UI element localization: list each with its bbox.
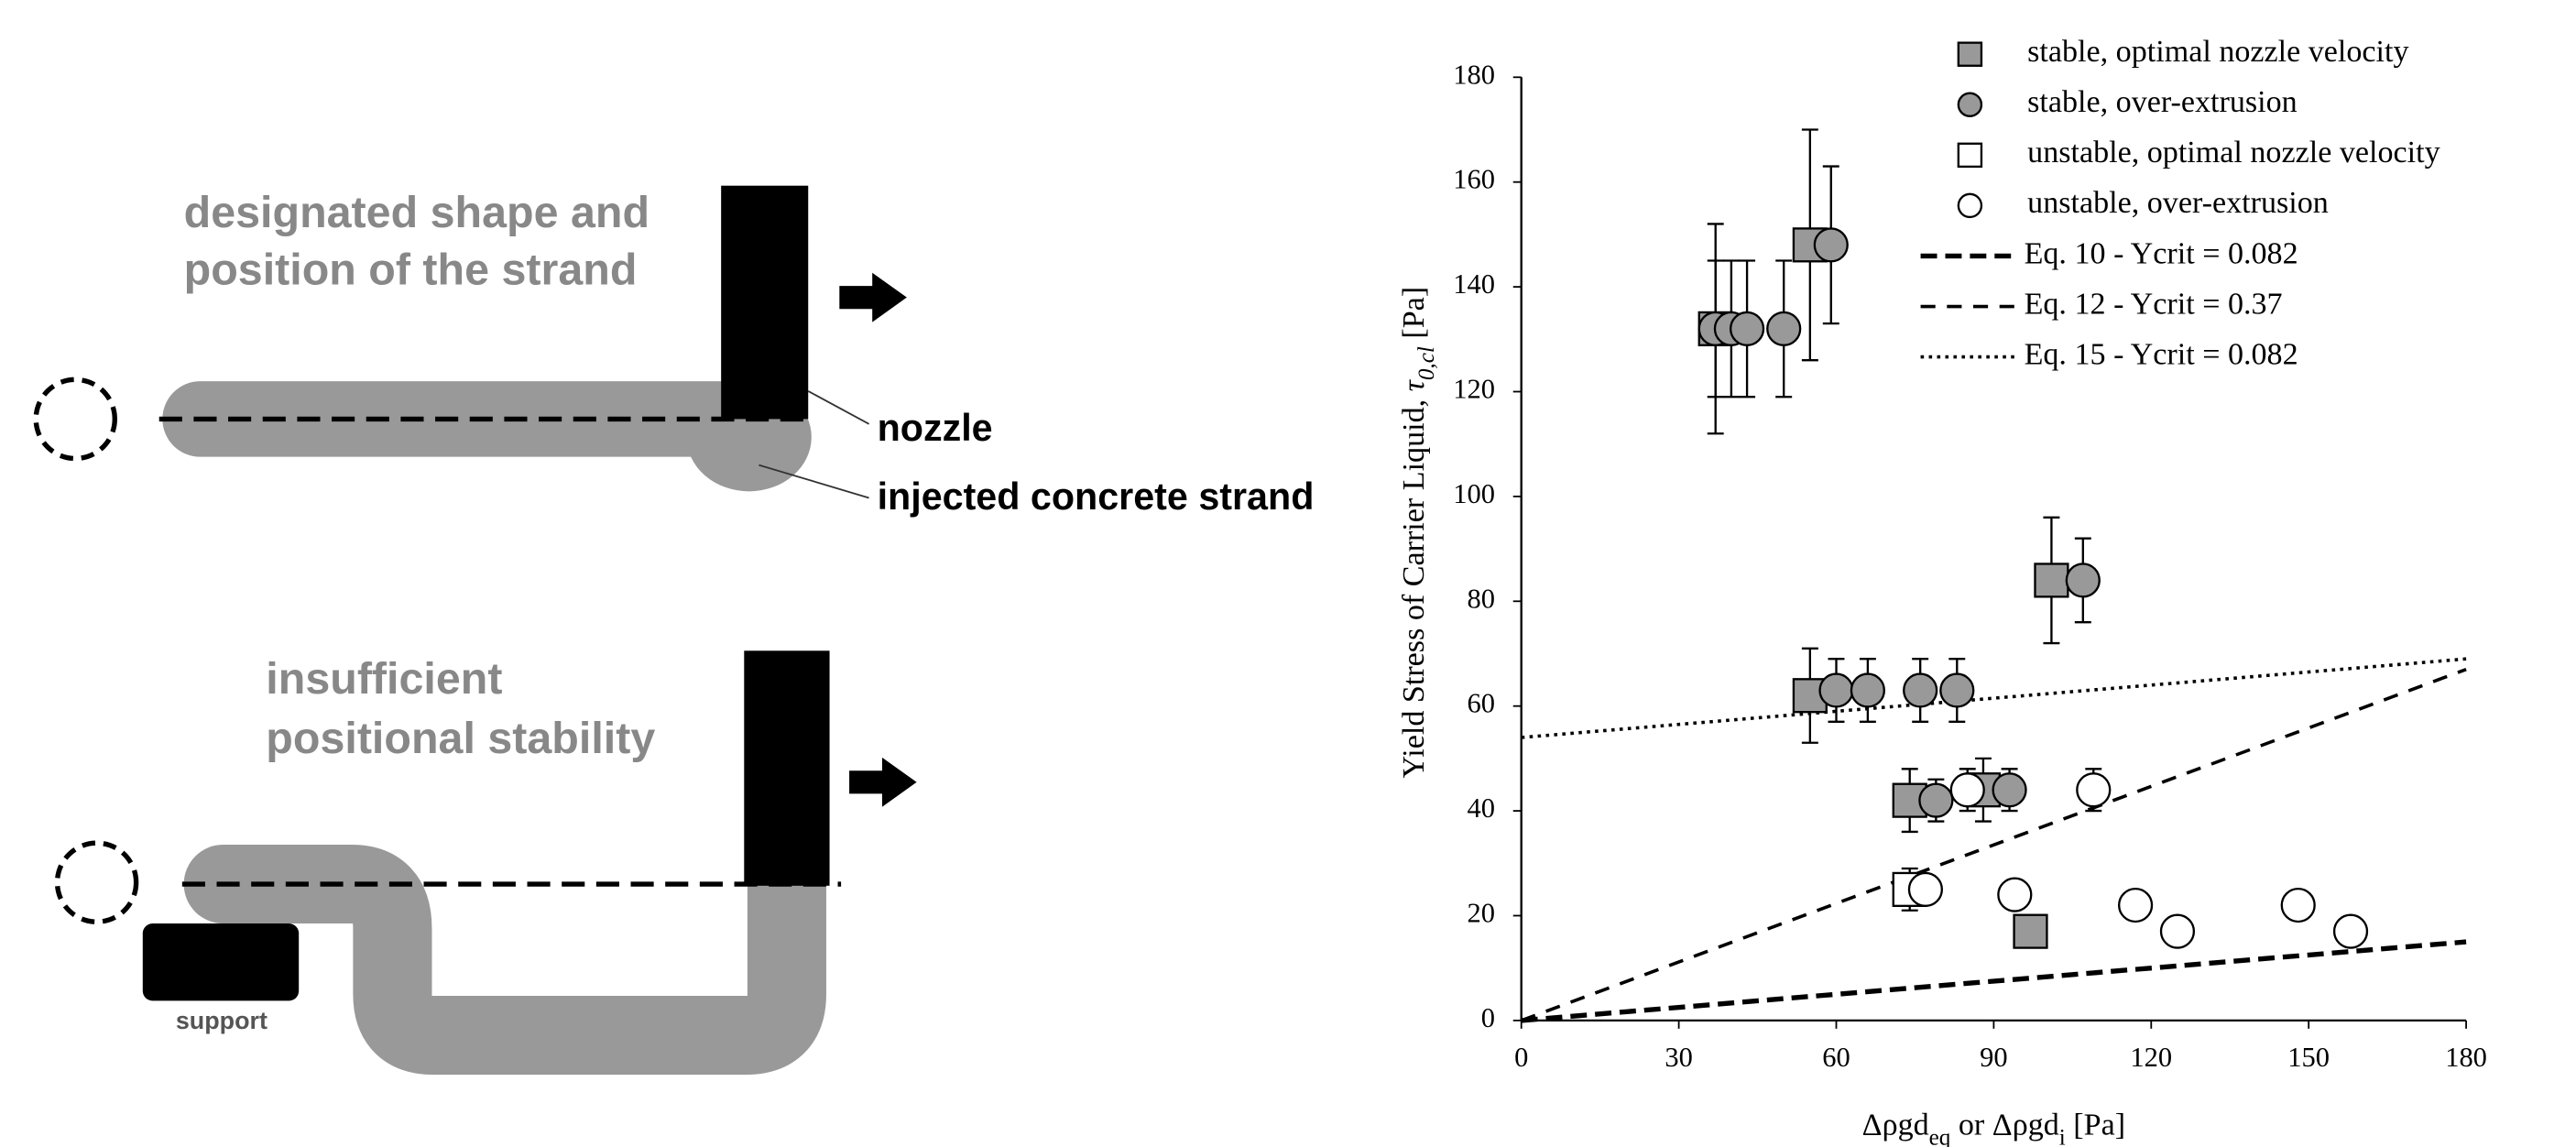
legend-marker [1957, 142, 1983, 169]
x-tick-label: 60 [1822, 1042, 1850, 1073]
point [1939, 672, 1975, 708]
leader [807, 390, 870, 425]
start-circle [54, 840, 139, 924]
point [1997, 877, 2033, 912]
legend-label: Eq. 10 - Ycrit = 0.082 [2025, 236, 2298, 270]
axis-label-part: Yield Stress of Carrier Liquid, [1397, 391, 1431, 778]
nozzle [721, 185, 809, 420]
legend-marker [1957, 192, 1983, 219]
point [2076, 772, 2112, 808]
legend-label: Eq. 12 - Ycrit = 0.37 [2025, 287, 2283, 321]
legend-item: Eq. 10 - Ycrit = 0.082 [1920, 236, 2298, 270]
axis-label-part: Δρgd [1862, 1108, 1929, 1142]
legend-item: unstable, optimal nozzle velocity [1957, 136, 2440, 169]
y-tick-label: 120 [1453, 373, 1495, 404]
legend-item: stable, optimal nozzle velocity [1957, 35, 2409, 69]
trend-line [1521, 939, 2467, 1023]
point [2034, 563, 2069, 598]
axis-label-part: [Pa] [2066, 1108, 2125, 1142]
trend-line [1521, 657, 2467, 739]
y-tick-label: 60 [1468, 688, 1495, 719]
y-tick-label: 100 [1453, 478, 1495, 509]
strand [183, 844, 826, 1076]
point [2332, 913, 2369, 949]
legend-label: unstable, optimal nozzle velocity [2027, 136, 2440, 169]
point [1992, 772, 2027, 808]
axis-label-part: τ [1397, 378, 1431, 391]
legend-marker [1957, 41, 1983, 67]
chart: 0 20 40 60 80 100 120 140 160 180 0 30 60 90 120 150 180… [1397, 35, 2487, 1147]
axis-label-part: 0,cl [1414, 346, 1439, 380]
label: support [176, 1007, 267, 1034]
start-circle [33, 377, 117, 462]
x-tick-label: 30 [1665, 1042, 1692, 1073]
y-tick-label: 140 [1453, 268, 1495, 300]
y-tick-label: 160 [1453, 164, 1495, 195]
point [1850, 672, 1885, 708]
point [1818, 672, 1854, 708]
point [1813, 227, 1849, 263]
point [2117, 887, 2154, 923]
diagram: designated shape and position of the str… [33, 185, 1315, 1076]
y-tick-label: 180 [1453, 59, 1495, 90]
legend-label: stable, over-extrusion [2027, 85, 2298, 119]
x-tick-label: 180 [2445, 1042, 2487, 1073]
x-tick-label: 90 [1980, 1042, 2007, 1073]
point [1918, 782, 1954, 818]
axis-label-part: or Δρgd [1950, 1108, 2058, 1142]
axis-label-part: i [2059, 1126, 2066, 1147]
nozzle [744, 650, 830, 886]
legend-label: Eq. 15 - Ycrit = 0.082 [2025, 337, 2298, 371]
label: insufficient [266, 654, 502, 704]
point [2013, 913, 2048, 949]
axis-label-part: eq [1929, 1126, 1951, 1147]
arrow [839, 272, 907, 322]
y-tick-label: 0 [1481, 1002, 1495, 1033]
label: designated shape and [184, 188, 649, 237]
axis-label: Δρgdeq or Δρgdi [Pa] [1862, 1108, 2125, 1147]
y-tick-label: 80 [1468, 583, 1495, 614]
y-tick-label: 20 [1468, 897, 1495, 928]
trend-line [1521, 667, 2467, 1022]
x-tick-label: 120 [2130, 1042, 2172, 1073]
label: injected concrete strand [878, 475, 1315, 518]
legend-label: unstable, over-extrusion [2027, 186, 2329, 220]
point [1729, 311, 1765, 346]
legend-item: unstable, over-extrusion [1957, 186, 2329, 220]
point [2280, 887, 2316, 923]
legend-item: Eq. 15 - Ycrit = 0.082 [1920, 337, 2298, 371]
point [1766, 311, 1802, 346]
x-tick-label: 0 [1514, 1042, 1528, 1073]
legend-item: stable, over-extrusion [1957, 85, 2298, 119]
point [1907, 871, 1944, 907]
point [1903, 672, 1938, 708]
label: nozzle [878, 407, 993, 449]
axis-label-part: [Pa] [1397, 287, 1431, 346]
point [1949, 772, 1985, 808]
point [2159, 913, 2196, 949]
label: position of the strand [184, 246, 638, 295]
label: positional stability [266, 714, 655, 763]
legend-label: stable, optimal nozzle velocity [2027, 35, 2408, 69]
legend-marker [1957, 92, 1983, 117]
legend-item: Eq. 12 - Ycrit = 0.37 [1920, 287, 2283, 321]
x-tick-label: 150 [2287, 1042, 2330, 1073]
leader [759, 464, 869, 499]
axis-label: Yield Stress of Carrier Liquid, τ0,cl [P… [1397, 287, 1439, 779]
point [2065, 563, 2101, 598]
support [142, 923, 300, 1001]
y-tick-label: 40 [1468, 792, 1495, 824]
arrow [849, 757, 917, 807]
